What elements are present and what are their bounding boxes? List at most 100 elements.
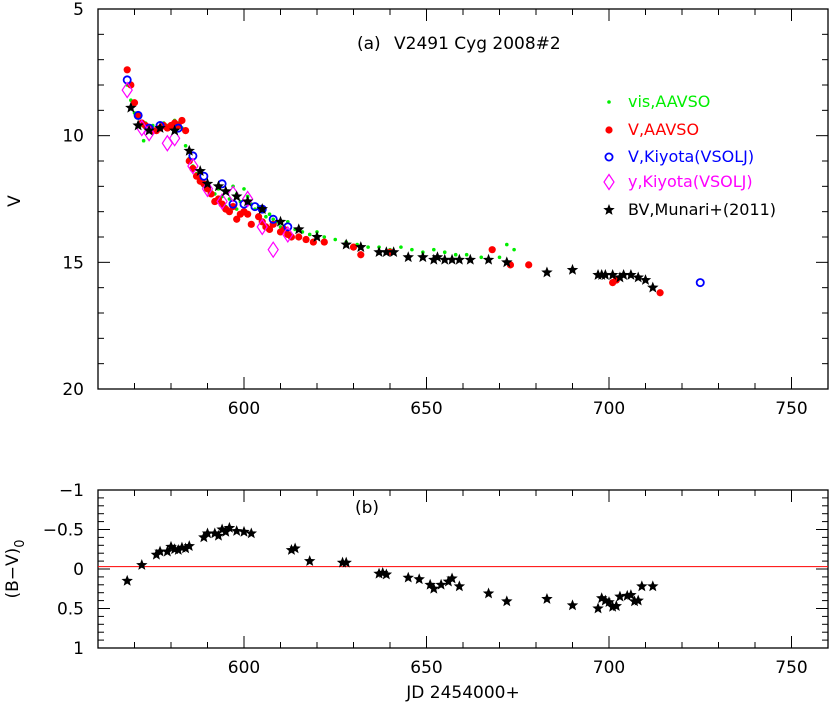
series-b-0 <box>121 521 659 614</box>
data-point <box>464 252 469 257</box>
data-point <box>154 545 166 557</box>
data-point <box>413 573 425 585</box>
data-point <box>606 600 619 612</box>
data-point <box>435 578 447 590</box>
data-point <box>233 215 241 223</box>
y-tick-label: −1 <box>59 481 84 501</box>
legend-marker <box>605 126 613 134</box>
data-point <box>121 574 133 586</box>
data-point <box>628 595 641 607</box>
data-point <box>174 121 182 130</box>
data-point <box>424 578 436 590</box>
data-point <box>614 271 626 283</box>
data-point <box>453 252 458 257</box>
data-point <box>632 594 644 606</box>
data-point <box>525 261 533 269</box>
data-point <box>320 238 328 246</box>
data-point <box>603 596 615 608</box>
data-point <box>505 242 509 247</box>
data-point <box>220 525 232 537</box>
data-point <box>223 521 236 533</box>
data-point <box>178 116 186 125</box>
data-point <box>141 138 146 143</box>
data-point <box>482 587 495 599</box>
data-point <box>125 101 137 113</box>
data-point <box>238 525 250 537</box>
data-point <box>183 144 195 156</box>
data-point <box>256 203 268 214</box>
panel-b-tick-labels: 600 650 700 750 −1 −0.5 0 0.5 1 <box>43 481 808 678</box>
data-point <box>289 542 301 554</box>
data-point <box>656 289 664 297</box>
data-point <box>194 165 206 176</box>
legend-entry-label: V,AAVSO <box>628 120 699 139</box>
data-point <box>340 238 352 250</box>
data-point <box>293 223 305 235</box>
data-point <box>201 180 214 198</box>
data-point <box>632 271 644 283</box>
x-tick-label: 700 <box>593 399 625 419</box>
data-point <box>256 218 268 236</box>
data-point <box>168 129 181 147</box>
legend-marker <box>607 100 611 104</box>
data-point <box>241 190 254 208</box>
data-point <box>647 281 659 293</box>
panel-a-frame <box>97 8 829 390</box>
panel-b-data-marks <box>121 521 659 614</box>
data-point <box>267 212 272 216</box>
data-point <box>376 566 389 578</box>
data-point <box>255 213 263 221</box>
data-point <box>242 187 246 191</box>
y-tick-label: 0 <box>73 560 84 580</box>
panel-a-ticks <box>97 8 829 390</box>
legend-marker <box>604 152 614 162</box>
data-point <box>134 111 142 119</box>
data-point <box>207 190 215 198</box>
data-point <box>220 185 232 197</box>
data-point <box>230 190 243 202</box>
data-point <box>274 215 287 227</box>
panel-a-magnitude: 600 650 700 750 5 10 15 20 (a) V2491 Cyg 2008#2… <box>5 0 829 419</box>
data-point <box>121 81 133 99</box>
x-tick-label: 750 <box>775 399 807 419</box>
data-point <box>357 251 365 259</box>
data-point <box>209 527 221 539</box>
data-point <box>387 246 400 258</box>
x-axis-title: JD 2454000+ <box>405 683 519 703</box>
panel-b-color-index: 600 650 700 750−1−0.500.51 (b) (B−V)0 JD 24… <box>3 481 829 703</box>
data-point <box>183 144 188 148</box>
legend-marker <box>603 204 615 215</box>
data-point <box>432 247 436 252</box>
data-point <box>245 527 258 539</box>
panel-b-frame <box>97 489 829 649</box>
data-point <box>212 180 225 192</box>
data-point <box>267 241 279 259</box>
data-point <box>271 217 276 222</box>
data-point <box>349 243 358 251</box>
panel-b-label: (b) <box>355 498 379 518</box>
data-point <box>265 225 274 233</box>
data-point <box>136 559 148 570</box>
y-tick-label: 5 <box>73 0 84 20</box>
data-point <box>446 572 458 584</box>
x-tick-label: 650 <box>410 399 442 419</box>
series-a-3 <box>121 81 294 259</box>
data-point <box>373 567 385 579</box>
data-point <box>482 253 495 265</box>
data-point <box>340 556 352 568</box>
data-point <box>442 250 447 254</box>
data-point <box>154 122 166 133</box>
data-point <box>497 255 502 260</box>
data-point <box>647 580 659 592</box>
data-point <box>268 214 278 224</box>
y-tick-label: −0.5 <box>43 521 84 541</box>
y-tick-label: 1 <box>73 639 84 659</box>
data-point <box>311 231 323 242</box>
data-point <box>201 177 214 189</box>
data-point <box>402 571 414 583</box>
data-point <box>201 527 214 539</box>
panel-b-y-axis-title-main: (B−V) <box>3 548 23 599</box>
data-point <box>428 582 440 594</box>
y-tick-label: 15 <box>62 253 84 273</box>
legend: vis,AAVSO V,AAVSO V,Kiyota(VSOLJ) y,Kiyota(… <box>603 92 776 219</box>
